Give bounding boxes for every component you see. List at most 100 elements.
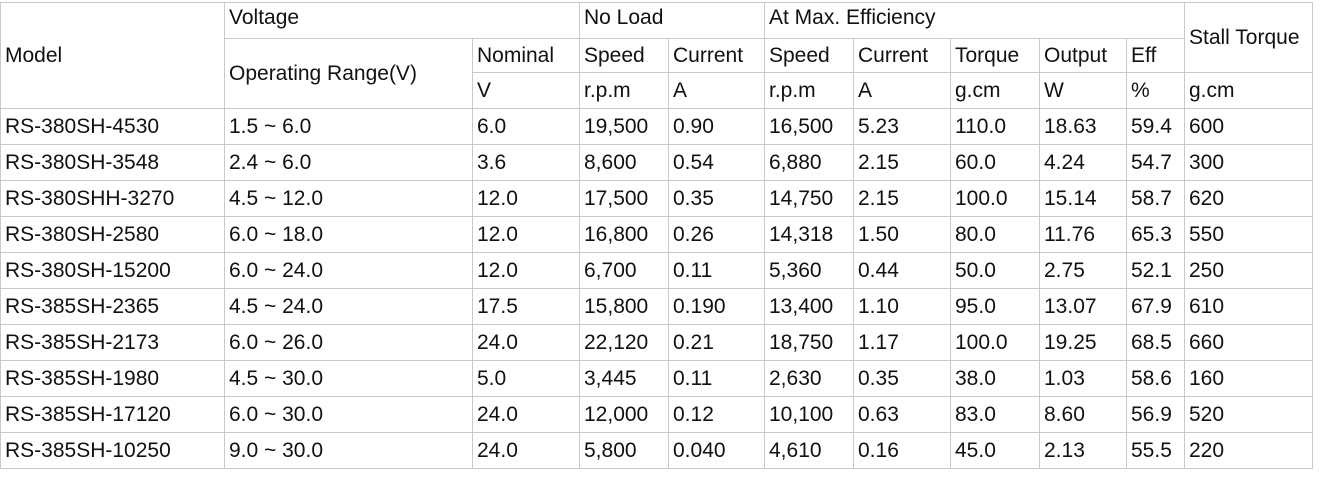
- cell-output: 11.76: [1039, 216, 1127, 253]
- cell-no-load-speed: 5,800: [579, 432, 669, 469]
- cell-torque: 38.0: [950, 360, 1040, 397]
- header-no-load-speed: Speed: [579, 38, 669, 73]
- motor-spec-table: Model Voltage No Load At Max. Efficiency…: [0, 2, 1313, 469]
- table-row: RS-380SH-2580 6.0 ~ 18.0 12.0 16,800 0.26 14,…: [0, 216, 1313, 253]
- cell-no-load-speed: 17,500: [579, 180, 669, 217]
- table-row: RS-380SH-3548 2.4 ~ 6.0 3.6 8,600 0.54 6,880 2…: [0, 144, 1313, 181]
- cell-torque: 80.0: [950, 216, 1040, 253]
- cell-model: RS-380SH-3548: [0, 144, 225, 181]
- cell-max-eff-current: 0.35: [853, 360, 951, 397]
- cell-stall-torque: 520: [1184, 396, 1313, 433]
- cell-max-eff-speed: 16,500: [764, 108, 854, 145]
- cell-efficiency: 55.5: [1126, 432, 1185, 469]
- cell-stall-torque: 250: [1184, 252, 1313, 289]
- cell-no-load-speed: 22,120: [579, 324, 669, 361]
- cell-no-load-speed: 19,500: [579, 108, 669, 145]
- cell-nominal-voltage: 5.0: [472, 360, 580, 397]
- cell-max-eff-current: 0.44: [853, 252, 951, 289]
- cell-operating-range: 1.5 ~ 6.0: [224, 108, 473, 145]
- cell-no-load-speed: 12,000: [579, 396, 669, 433]
- cell-model: RS-380SH-2580: [0, 216, 225, 253]
- header-eff: Eff: [1126, 38, 1185, 73]
- cell-nominal-voltage: 12.0: [472, 180, 580, 217]
- cell-output: 2.75: [1039, 252, 1127, 289]
- cell-no-load-current: 0.11: [668, 360, 765, 397]
- cell-max-eff-current: 0.16: [853, 432, 951, 469]
- cell-max-eff-speed: 14,318: [764, 216, 854, 253]
- table-row: RS-380SHH-3270 4.5 ~ 12.0 12.0 17,500 0.35 14…: [0, 180, 1313, 217]
- cell-nominal-voltage: 24.0: [472, 324, 580, 361]
- cell-output: 4.24: [1039, 144, 1127, 181]
- cell-model: RS-380SH-15200: [0, 252, 225, 289]
- header-nominal: Nominal: [472, 38, 580, 73]
- cell-max-eff-current: 0.63: [853, 396, 951, 433]
- cell-stall-torque: 160: [1184, 360, 1313, 397]
- header-max-eff-current: Current: [853, 38, 951, 73]
- cell-no-load-speed: 3,445: [579, 360, 669, 397]
- cell-no-load-current: 0.54: [668, 144, 765, 181]
- cell-no-load-current: 0.040: [668, 432, 765, 469]
- header-operating-range: Operating Range(V): [224, 38, 473, 109]
- cell-model: RS-380SH-4530: [0, 108, 225, 145]
- cell-max-eff-speed: 2,630: [764, 360, 854, 397]
- cell-model: RS-385SH-17120: [0, 396, 225, 433]
- cell-operating-range: 6.0 ~ 18.0: [224, 216, 473, 253]
- cell-max-eff-speed: 13,400: [764, 288, 854, 325]
- cell-max-eff-speed: 5,360: [764, 252, 854, 289]
- unit-no-load-current: A: [668, 72, 765, 109]
- cell-output: 2.13: [1039, 432, 1127, 469]
- cell-output: 15.14: [1039, 180, 1127, 217]
- cell-no-load-current: 0.190: [668, 288, 765, 325]
- cell-stall-torque: 300: [1184, 144, 1313, 181]
- unit-nominal: V: [472, 72, 580, 109]
- unit-max-eff-speed: r.p.m: [764, 72, 854, 109]
- cell-nominal-voltage: 3.6: [472, 144, 580, 181]
- cell-max-eff-current: 2.15: [853, 144, 951, 181]
- cell-operating-range: 6.0 ~ 24.0: [224, 252, 473, 289]
- cell-efficiency: 58.6: [1126, 360, 1185, 397]
- cell-max-eff-speed: 10,100: [764, 396, 854, 433]
- header-row-names: Operating Range(V) Nominal Speed Current…: [1, 38, 1313, 109]
- cell-no-load-current: 0.11: [668, 252, 765, 289]
- cell-efficiency: 54.7: [1126, 144, 1185, 181]
- cell-operating-range: 2.4 ~ 6.0: [224, 144, 473, 181]
- cell-no-load-current: 0.26: [668, 216, 765, 253]
- cell-efficiency: 65.3: [1126, 216, 1185, 253]
- data-section: RS-380SH-4530 1.5 ~ 6.0 6.0 19,500 0.90 16,50…: [0, 108, 1313, 469]
- cell-max-eff-current: 1.10: [853, 288, 951, 325]
- cell-efficiency: 59.4: [1126, 108, 1185, 145]
- header-row-units: V r.p.m A r.p.m A g.cm W % g.cm: [1, 72, 1313, 109]
- header-section: Model Voltage No Load At Max. Efficiency…: [0, 2, 1313, 109]
- cell-model: RS-385SH-2173: [0, 324, 225, 361]
- cell-torque: 45.0: [950, 432, 1040, 469]
- table-row: RS-380SH-15200 6.0 ~ 24.0 12.0 6,700 0.11 5,3…: [0, 252, 1313, 289]
- cell-nominal-voltage: 17.5: [472, 288, 580, 325]
- cell-torque: 110.0: [950, 108, 1040, 145]
- cell-no-load-speed: 16,800: [579, 216, 669, 253]
- cell-max-eff-speed: 18,750: [764, 324, 854, 361]
- cell-no-load-speed: 15,800: [579, 288, 669, 325]
- cell-stall-torque: 660: [1184, 324, 1313, 361]
- unit-torque: g.cm: [950, 72, 1040, 109]
- unit-max-eff-current: A: [853, 72, 951, 109]
- cell-torque: 95.0: [950, 288, 1040, 325]
- header-no-load: No Load: [579, 2, 765, 39]
- cell-max-eff-current: 1.50: [853, 216, 951, 253]
- cell-model: RS-385SH-10250: [0, 432, 225, 469]
- table-row: RS-385SH-1980 4.5 ~ 30.0 5.0 3,445 0.11 2,630…: [0, 360, 1313, 397]
- header-max-eff-speed: Speed: [764, 38, 854, 73]
- cell-efficiency: 68.5: [1126, 324, 1185, 361]
- cell-max-eff-current: 1.17: [853, 324, 951, 361]
- cell-stall-torque: 220: [1184, 432, 1313, 469]
- cell-no-load-speed: 8,600: [579, 144, 669, 181]
- cell-operating-range: 9.0 ~ 30.0: [224, 432, 473, 469]
- cell-efficiency: 56.9: [1126, 396, 1185, 433]
- cell-no-load-current: 0.90: [668, 108, 765, 145]
- cell-no-load-current: 0.35: [668, 180, 765, 217]
- cell-efficiency: 58.7: [1126, 180, 1185, 217]
- cell-stall-torque: 610: [1184, 288, 1313, 325]
- unit-output: W: [1039, 72, 1127, 109]
- unit-eff: %: [1126, 72, 1185, 109]
- header-model: Model: [0, 2, 225, 109]
- cell-torque: 50.0: [950, 252, 1040, 289]
